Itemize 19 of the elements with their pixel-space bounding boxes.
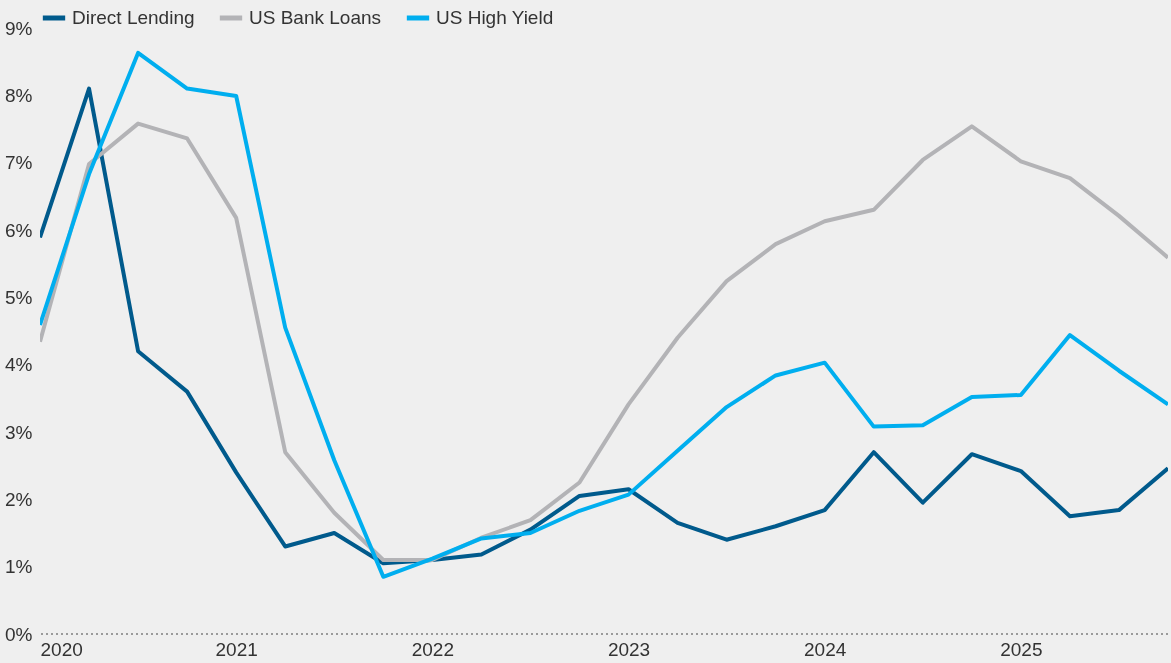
- y-tick-label: 8%: [5, 84, 33, 106]
- y-tick-label: 6%: [5, 219, 33, 241]
- x-tick-label: 2022: [411, 638, 454, 660]
- legend-label: Direct Lending: [72, 7, 195, 28]
- y-tick-label: 4%: [5, 354, 33, 376]
- legend-label: US Bank Loans: [249, 7, 382, 28]
- y-tick-label: 2%: [5, 488, 33, 510]
- x-tick-label: 2023: [607, 638, 651, 660]
- y-tick-label: 3%: [5, 421, 33, 443]
- y-tick-label: 1%: [5, 556, 33, 578]
- y-tick-label: 7%: [5, 152, 33, 174]
- x-tick-label: 2024: [804, 638, 847, 660]
- y-tick-label: 0%: [5, 623, 33, 645]
- legend-label: US High Yield: [436, 7, 554, 28]
- x-tick-label: 2021: [215, 638, 258, 660]
- y-tick-label: 5%: [5, 286, 33, 308]
- x-tick-label: 2025: [1000, 638, 1043, 660]
- y-tick-label: 9%: [5, 17, 33, 39]
- x-tick-label: 2020: [40, 638, 83, 660]
